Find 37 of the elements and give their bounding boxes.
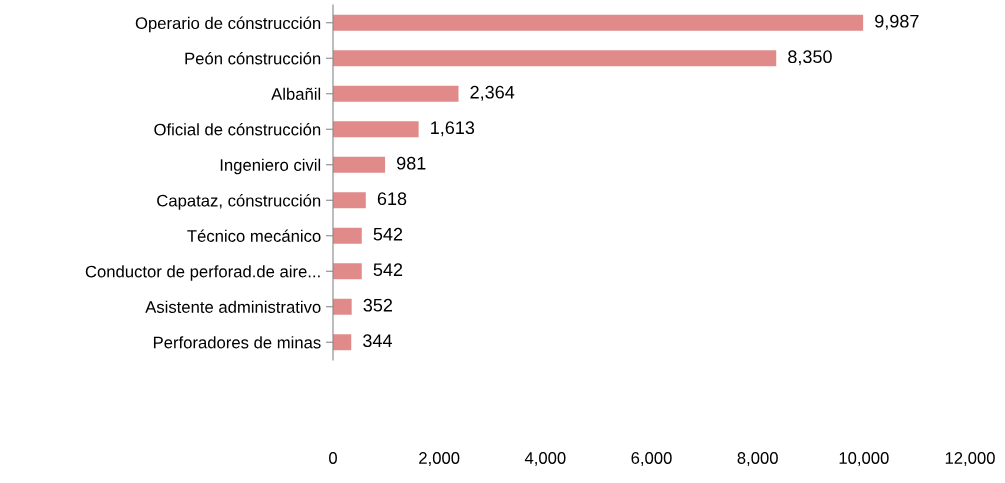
bar <box>333 14 864 31</box>
y-tick-label: Albañil <box>271 87 321 100</box>
data-label: 8,350 <box>788 50 832 66</box>
x-tick-label: 0 <box>329 452 337 464</box>
y-tick-label: Operario de cónstrucción <box>135 16 321 33</box>
bar <box>333 85 459 102</box>
bar <box>333 50 777 67</box>
bar <box>333 156 386 173</box>
data-label: 618 <box>377 192 407 206</box>
x-tick-label: 10,000 <box>839 452 889 466</box>
data-label: 542 <box>373 263 403 277</box>
data-label: 352 <box>363 298 393 312</box>
data-label: 2,364 <box>470 85 515 101</box>
y-tick-label: Peón cónstrucción <box>185 52 321 65</box>
bar <box>333 298 352 315</box>
bar <box>333 263 362 280</box>
x-tick-label: 6,000 <box>631 452 672 466</box>
y-tick-label: Oficial de cónstrucción <box>154 123 321 136</box>
y-tick-label: Ingeniero civil <box>220 158 321 175</box>
y-tick-label: Asistente administrativo <box>145 300 321 313</box>
bar <box>333 192 366 209</box>
y-tick-label: Conductor de perforad.de aire... <box>85 265 320 281</box>
x-tick-label: 2,000 <box>419 452 460 466</box>
x-tick-label: 12,000 <box>945 452 995 466</box>
x-tick-label: 8,000 <box>737 452 778 466</box>
bar <box>333 334 352 351</box>
data-label: 9,987 <box>875 14 919 30</box>
y-tick-label: Técnico mecánico <box>187 229 321 242</box>
x-tick-label: 4,000 <box>524 452 566 466</box>
data-label: 1,613 <box>431 121 475 137</box>
bar <box>333 121 419 138</box>
y-tick-label: Perforadores de minas <box>153 336 321 349</box>
bar <box>333 227 362 244</box>
data-label: 344 <box>363 334 392 348</box>
data-label: 542 <box>373 227 403 241</box>
data-label: 981 <box>397 156 426 170</box>
y-tick-label: Capataz, cónstrucción <box>157 194 321 210</box>
